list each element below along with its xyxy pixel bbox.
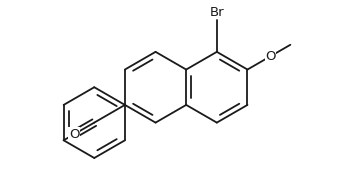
Text: O: O [69, 128, 80, 141]
Text: Br: Br [210, 6, 224, 19]
Text: O: O [265, 50, 276, 63]
